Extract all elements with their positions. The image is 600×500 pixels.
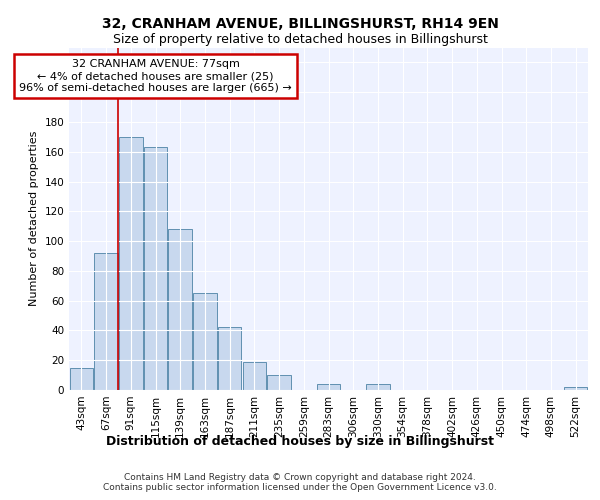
Bar [119,137,143,390]
Bar [242,362,266,390]
Bar [268,375,291,390]
Bar [193,293,217,390]
Bar [94,253,118,390]
Text: Distribution of detached houses by size in Billingshurst: Distribution of detached houses by size … [106,434,494,448]
Bar [144,148,167,390]
Text: 32 CRANHAM AVENUE: 77sqm
← 4% of detached houses are smaller (25)
96% of semi-de: 32 CRANHAM AVENUE: 77sqm ← 4% of detache… [19,60,292,92]
Bar [564,387,587,390]
Text: Size of property relative to detached houses in Billingshurst: Size of property relative to detached ho… [113,32,487,46]
Bar [366,384,389,390]
Bar [317,384,340,390]
Bar [70,368,93,390]
Text: Contains HM Land Registry data © Crown copyright and database right 2024.
Contai: Contains HM Land Registry data © Crown c… [103,473,497,492]
Bar [169,229,192,390]
Y-axis label: Number of detached properties: Number of detached properties [29,131,39,306]
Bar [218,328,241,390]
Text: 32, CRANHAM AVENUE, BILLINGSHURST, RH14 9EN: 32, CRANHAM AVENUE, BILLINGSHURST, RH14 … [101,18,499,32]
